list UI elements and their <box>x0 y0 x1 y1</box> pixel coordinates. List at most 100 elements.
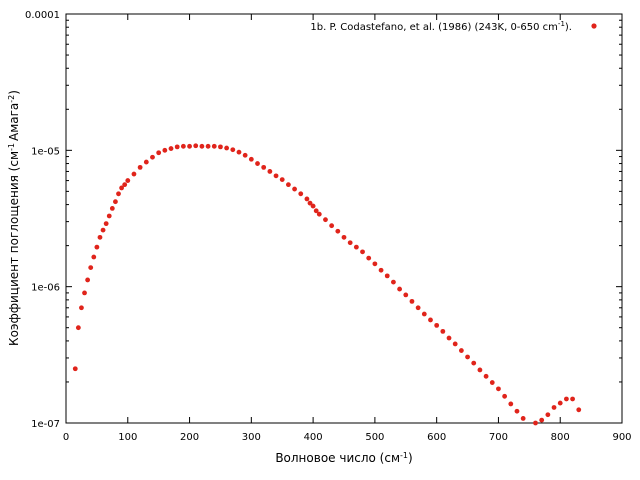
data-point <box>313 208 319 214</box>
data-point <box>248 156 254 162</box>
y-tick-label: 1e-06 <box>31 283 60 294</box>
x-axis-ticks: 0 100 200 300 400 500 600 700 800 900 <box>63 14 632 443</box>
data-point <box>279 177 285 183</box>
data-point <box>465 354 470 360</box>
data-point <box>489 380 495 385</box>
data-point <box>236 149 242 155</box>
x-tick-label: 900 <box>612 432 631 443</box>
data-point <box>122 182 128 188</box>
data-point <box>452 341 458 347</box>
data-point <box>224 145 230 151</box>
data-point <box>502 393 508 399</box>
data-point <box>384 273 390 279</box>
data-point <box>75 325 81 331</box>
x-tick-label: 500 <box>365 432 384 443</box>
data-point <box>286 182 291 188</box>
data-point <box>113 199 118 205</box>
data-point <box>131 171 137 177</box>
data-point <box>119 185 124 191</box>
data-point <box>446 335 452 341</box>
data-point <box>391 279 396 285</box>
data-point <box>109 206 115 211</box>
data-point <box>551 405 557 410</box>
data-point <box>440 328 446 334</box>
data-point <box>341 234 347 240</box>
data-point <box>187 143 192 149</box>
data-point <box>97 234 103 240</box>
data-point <box>353 244 359 250</box>
data-point <box>267 169 273 174</box>
plot-frame <box>65 13 623 424</box>
data-point <box>116 191 121 197</box>
data-point <box>323 217 328 223</box>
data-point <box>514 408 520 414</box>
data-point <box>218 144 223 150</box>
data-point <box>428 317 433 323</box>
data-point <box>557 400 563 406</box>
legend-marker <box>591 23 597 29</box>
data-point <box>205 143 211 149</box>
data-point <box>255 161 260 166</box>
data-point <box>409 298 415 304</box>
x-tick-label: 100 <box>118 432 137 443</box>
x-tick-label: 600 <box>427 432 446 443</box>
data-point <box>88 265 94 270</box>
data-point <box>316 211 322 217</box>
data-point <box>576 407 582 413</box>
data-point <box>242 152 248 158</box>
data-point <box>103 221 109 227</box>
x-tick-label: 200 <box>180 432 199 443</box>
data-point <box>137 164 143 170</box>
data-point <box>329 223 335 229</box>
data-point <box>106 213 112 219</box>
data-point <box>378 267 384 273</box>
y-axis-ticks: 1e-07 1e-06 1e-05 0.0001 <box>25 10 622 430</box>
data-point <box>545 412 551 418</box>
x-tick-label: 700 <box>489 432 508 443</box>
data-point <box>180 143 186 149</box>
x-tick-label: 800 <box>551 432 570 443</box>
data-point <box>85 277 91 283</box>
data-point <box>533 420 538 426</box>
data-point <box>193 143 199 149</box>
data-point <box>458 348 464 353</box>
data-point <box>168 146 174 151</box>
data-point <box>477 367 483 373</box>
data-point <box>372 261 378 267</box>
data-point <box>310 203 316 209</box>
data-point <box>100 227 106 233</box>
data-point <box>273 173 279 179</box>
data-point <box>125 178 131 183</box>
y-tick-label: 1e-05 <box>31 146 60 157</box>
data-point <box>307 200 313 206</box>
data-point <box>421 311 427 317</box>
legend-label: 1b. P. Codastefano, et al. (1986) (243K,… <box>310 20 572 33</box>
data-point <box>434 322 440 328</box>
data-point <box>292 186 297 192</box>
data-point <box>508 401 514 407</box>
data-point <box>199 143 205 149</box>
data-point <box>174 144 180 150</box>
data-point <box>520 416 526 421</box>
x-axis-title: Волновое число (см-1) <box>275 451 412 465</box>
legend: 1b. P. Codastefano, et al. (1986) (243K,… <box>310 20 597 33</box>
data-point <box>79 305 84 311</box>
x-tick-label: 0 <box>63 432 69 443</box>
data-point <box>570 396 575 402</box>
y-axis-title: Коэффициент поглощения (см-1Амага-2) <box>7 90 21 346</box>
data-point <box>143 159 149 165</box>
data-point <box>539 417 545 423</box>
data-point <box>298 191 304 197</box>
data-point <box>564 396 569 402</box>
data-point <box>397 286 402 292</box>
data-point <box>304 196 310 202</box>
data-point <box>471 360 477 366</box>
data-points <box>72 143 582 426</box>
data-point <box>415 305 421 311</box>
data-point <box>347 240 353 246</box>
data-point <box>483 373 489 379</box>
data-point <box>150 154 155 160</box>
data-point <box>82 290 87 296</box>
